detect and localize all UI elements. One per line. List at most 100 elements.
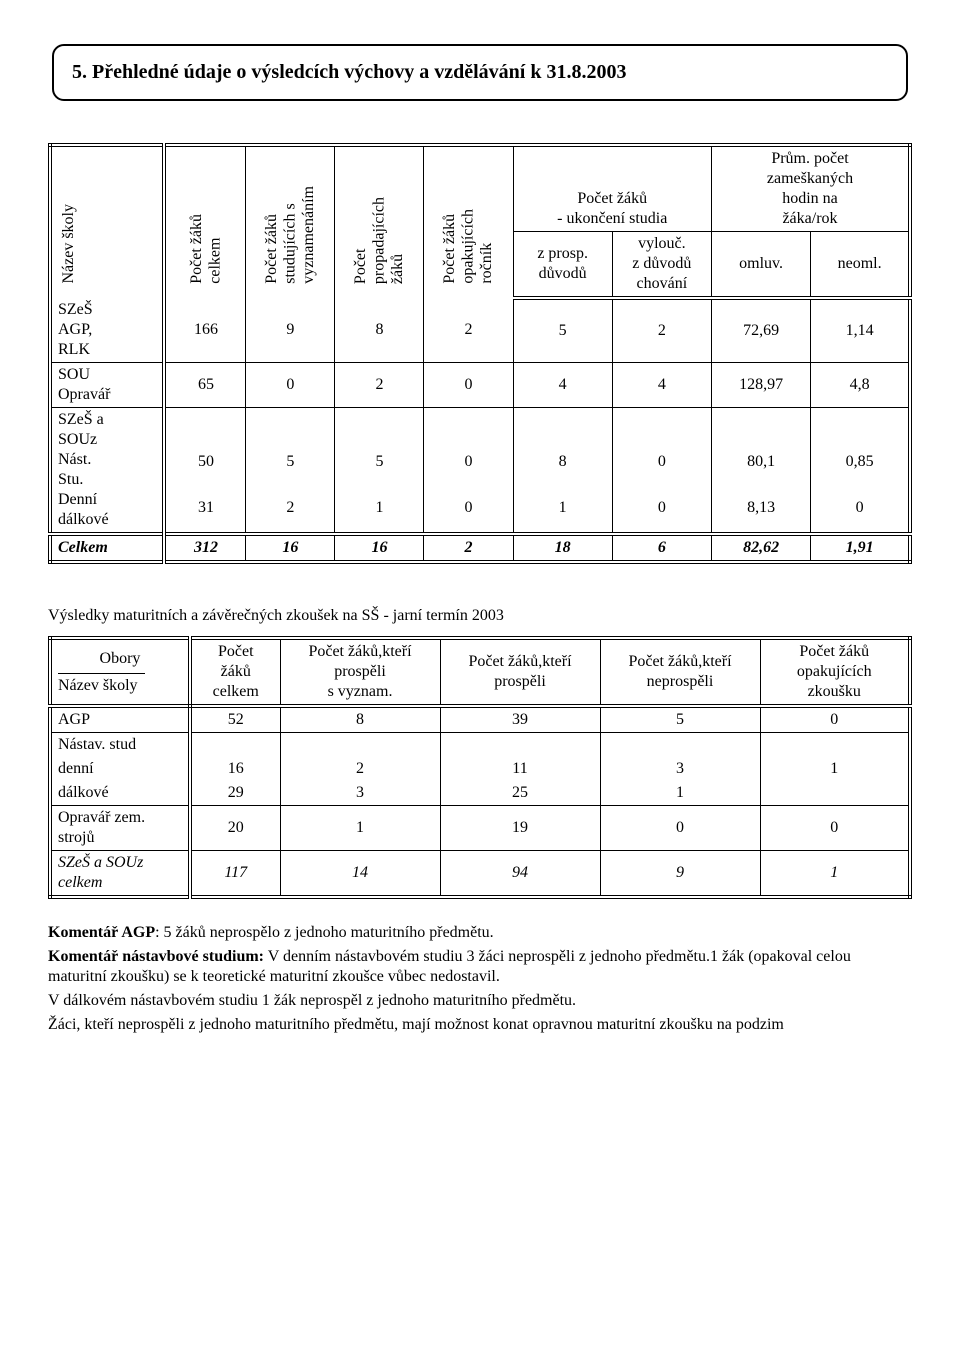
table-cell: 4,8 [811, 363, 910, 408]
mat-cell [190, 733, 280, 758]
table-cell [246, 408, 335, 417]
col-header: Početpropadajícíchžáků [335, 145, 424, 298]
mat-row-header: dálkové [50, 781, 190, 806]
mat-cell: 3 [600, 757, 760, 781]
table-cell: 82,62 [711, 534, 810, 562]
col-header: Počet žákůstudujících svyznamenáním [246, 145, 335, 298]
mat-subheading: Výsledky maturitních a závěrečných zkouš… [48, 606, 912, 626]
table-cell [811, 408, 910, 417]
table-cell: 1,91 [811, 534, 910, 562]
mat-table-head: OboryNázev školyPočetžákůcelkem Počet žák… [50, 638, 910, 706]
mat-cell: 39 [440, 706, 600, 733]
table-cell: 1 [335, 484, 424, 534]
table-cell: 0 [424, 484, 513, 534]
table-cell [612, 424, 711, 432]
mat-cell: 52 [190, 706, 280, 733]
mat-row-header: SZeŠ a SOUzcelkem [50, 851, 190, 898]
row-header: SZeŠAGP,RLK [50, 298, 164, 363]
table-cell [424, 424, 513, 432]
table-cell [246, 431, 335, 439]
table-cell: 2 [612, 298, 711, 363]
table-cell: 5 [246, 439, 335, 485]
table-cell: 6 [612, 534, 711, 562]
table-cell [711, 416, 810, 424]
table-cell: 4 [612, 363, 711, 408]
mat-cell: 8 [280, 706, 440, 733]
table-cell [811, 416, 910, 424]
comment-paragraph: Žáci, kteří neprospěli z jednoho maturit… [48, 1015, 912, 1035]
table-cell [164, 408, 245, 417]
table-cell: 5 [513, 298, 612, 363]
comment-paragraph: Komentář nástavbové studium: V denním ná… [48, 947, 912, 987]
mat-table-body: AGP5283950Nástav. studdenní1621131dálkov… [50, 706, 910, 897]
table-cell: 0 [811, 484, 910, 534]
table-cell: 8 [335, 298, 424, 363]
table-cell [711, 431, 810, 439]
main-table-wrap: Název školyPočet žákůcelkemPočet žákůstu… [48, 143, 912, 564]
mat-cell [760, 781, 910, 806]
mat-col-header: OboryNázev školy [50, 638, 190, 706]
mat-cell: 9 [600, 851, 760, 898]
page-title: 5. Přehledné údaje o výsledcích výchovy … [52, 44, 908, 101]
col-header: vylouč.z důvodůchování [612, 232, 711, 299]
mat-cell: 19 [440, 806, 600, 851]
table-cell: 72,69 [711, 298, 810, 363]
col-header: Počet žákůopakujícíchročník [424, 145, 513, 298]
comment-paragraphs: Komentář AGP: 5 žáků neprospělo z jednoh… [48, 923, 912, 1035]
table-cell [513, 424, 612, 432]
mat-cell: 5 [600, 706, 760, 733]
mat-row-header: AGP [50, 706, 190, 733]
table-cell: 16 [335, 534, 424, 562]
table-cell: 2 [335, 363, 424, 408]
main-table-body: SZeŠAGP,RLK1669825272,691,14SOUOpravář65… [50, 298, 910, 562]
mat-row-header: denní [50, 757, 190, 781]
table-cell [335, 424, 424, 432]
mat-cell: 0 [760, 706, 910, 733]
table-cell [513, 408, 612, 417]
col-group-zameskane: Prům. početzameškanýchhodin nažáka/rok [711, 145, 910, 232]
table-cell: 31 [164, 484, 245, 534]
table-cell: 0,85 [811, 439, 910, 485]
table-cell [612, 408, 711, 417]
mat-cell: 11 [440, 757, 600, 781]
table-cell [513, 416, 612, 424]
mat-cell: 29 [190, 781, 280, 806]
table-cell [612, 431, 711, 439]
col-header: z prosp.důvodů [513, 232, 612, 299]
table-cell: 0 [246, 363, 335, 408]
mat-cell: 3 [280, 781, 440, 806]
table-cell [246, 424, 335, 432]
table-cell [164, 424, 245, 432]
mat-cell: 94 [440, 851, 600, 898]
table-cell: 2 [424, 298, 513, 363]
table-cell [711, 408, 810, 417]
table-cell [711, 424, 810, 432]
row-header: Celkem [50, 534, 164, 562]
mat-cell: 20 [190, 806, 280, 851]
table-cell [612, 416, 711, 424]
mat-cell: 1 [280, 806, 440, 851]
row-header: SZeŠ aSOUzNást.Stu.Dennídálkové [50, 408, 164, 535]
table-cell: 65 [164, 363, 245, 408]
table-cell: 312 [164, 534, 245, 562]
mat-cell: 25 [440, 781, 600, 806]
mat-cell: 2 [280, 757, 440, 781]
mat-col-header: Počet žákůopakujícíchzkoušku [760, 638, 910, 706]
table-cell: 18 [513, 534, 612, 562]
mat-cell: 1 [600, 781, 760, 806]
mat-cell: 1 [760, 757, 910, 781]
mat-cell: 16 [190, 757, 280, 781]
table-cell: 2 [246, 484, 335, 534]
mat-col-header: Počet žáků,kteříprospěli [440, 638, 600, 706]
mat-cell [440, 733, 600, 758]
mat-cell [760, 733, 910, 758]
table-cell [811, 431, 910, 439]
mat-table: OboryNázev školyPočetžákůcelkem Počet žák… [48, 636, 912, 899]
table-cell: 8 [513, 439, 612, 485]
col-header: Název školy [50, 145, 164, 298]
table-cell: 80,1 [711, 439, 810, 485]
mat-col-header: Početžákůcelkem [190, 638, 280, 706]
mat-row-header: Opravář zem.strojů [50, 806, 190, 851]
table-cell [513, 431, 612, 439]
table-cell: 128,97 [711, 363, 810, 408]
